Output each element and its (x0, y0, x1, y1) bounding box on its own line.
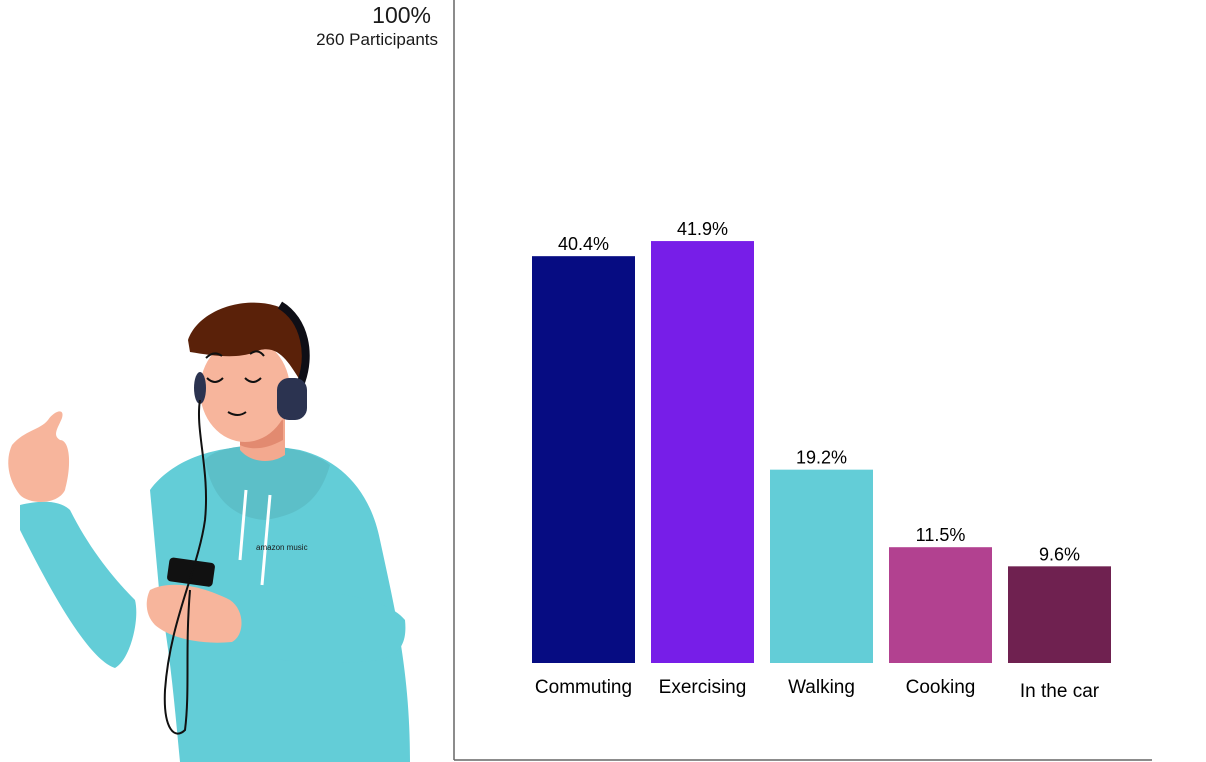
smile (227, 411, 247, 416)
eye-right (244, 377, 262, 383)
face (200, 338, 290, 442)
bar-value-label: 19.2% (796, 448, 847, 468)
raised-hand (8, 411, 70, 502)
hair (188, 302, 308, 380)
category-label: Cooking (906, 677, 976, 698)
hoodie-arm-lower (230, 590, 406, 663)
hoodie-string-2 (260, 494, 272, 586)
y-max-label: 100% (372, 2, 431, 28)
holding-hand (146, 584, 242, 643)
earphone-cable (163, 399, 208, 735)
bar-walking (770, 469, 873, 663)
amazon-music-logo: amazon music (256, 543, 308, 552)
bar-value-label: 41.9% (677, 219, 728, 239)
category-label: Commuting (535, 677, 632, 698)
hoodie-string (238, 489, 248, 561)
bars-group (532, 241, 1111, 663)
headphone-band (277, 301, 310, 387)
eye-left (206, 377, 224, 383)
brow-right (249, 350, 265, 357)
hood (205, 445, 330, 520)
labels-group: 40.4% Commuting 41.9% Exercising 19.2% Walkin… (535, 219, 1100, 702)
bar-value-label: 9.6% (1039, 544, 1080, 564)
bar-value-label: 11.5% (916, 525, 966, 545)
brow-left (205, 352, 223, 359)
category-label: Walking (788, 677, 855, 698)
participants-label: 260 Participants (316, 30, 438, 49)
category-label: In the car (1020, 681, 1100, 702)
bar-commuting (532, 256, 635, 663)
person-with-headphones-illustration: amazon music (8, 301, 410, 762)
headphone-cup (277, 378, 307, 420)
bar-value-label: 40.4% (558, 234, 609, 254)
bar-in-the-car (1008, 566, 1111, 663)
music-player (167, 557, 215, 587)
bar-cooking (889, 547, 992, 663)
headphone-cup-left (194, 372, 206, 404)
hoodie-arm (20, 501, 137, 668)
category-label: Exercising (659, 677, 747, 698)
bar-exercising (651, 241, 754, 663)
